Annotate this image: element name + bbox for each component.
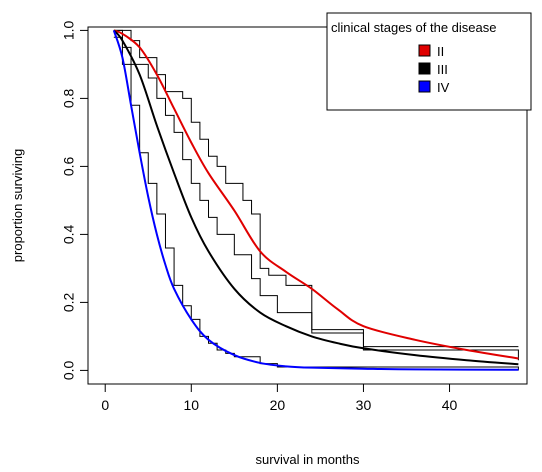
- y-axis: 0.0 0.2 0.4 0.6 0.8 1.0: [61, 20, 89, 380]
- y-tick-label: 1.0: [61, 20, 77, 40]
- y-tick-label: 0.2: [61, 292, 77, 312]
- x-tick-label: 0: [101, 397, 109, 413]
- y-tick-label: 0.8: [61, 88, 77, 108]
- x-axis: 0 10 20 30 40: [101, 383, 458, 413]
- x-tick-label: 40: [442, 397, 458, 413]
- x-axis-label: survival in months: [255, 452, 360, 467]
- legend-swatch-III: [418, 62, 431, 75]
- legend-label-IV: IV: [437, 80, 450, 95]
- legend-label-II: II: [437, 44, 444, 59]
- x-tick-label: 10: [184, 397, 200, 413]
- km-step-IV: [113, 36, 519, 371]
- legend-box: [326, 12, 532, 111]
- y-tick-label: 0.0: [61, 360, 77, 380]
- km-step-II: [113, 29, 519, 348]
- series-curve-III: [113, 29, 519, 366]
- series-curve-II: [113, 29, 519, 360]
- legend-swatch-II: [418, 44, 431, 57]
- x-tick-label: 30: [356, 397, 372, 413]
- y-tick-label: 0.4: [61, 224, 77, 244]
- series-curve-IV: [112, 30, 519, 371]
- legend-label-III: III: [437, 62, 448, 77]
- km-steps-layer: [113, 29, 519, 371]
- legend-swatch-IV: [418, 80, 431, 93]
- curve-layer: [112, 29, 519, 371]
- x-tick-label: 20: [270, 397, 286, 413]
- y-axis-label: proportion surviving: [10, 149, 25, 262]
- km-step-III: [113, 29, 519, 361]
- y-tick-label: 0.6: [61, 156, 77, 176]
- legend-title: clinical stages of the disease: [331, 20, 496, 35]
